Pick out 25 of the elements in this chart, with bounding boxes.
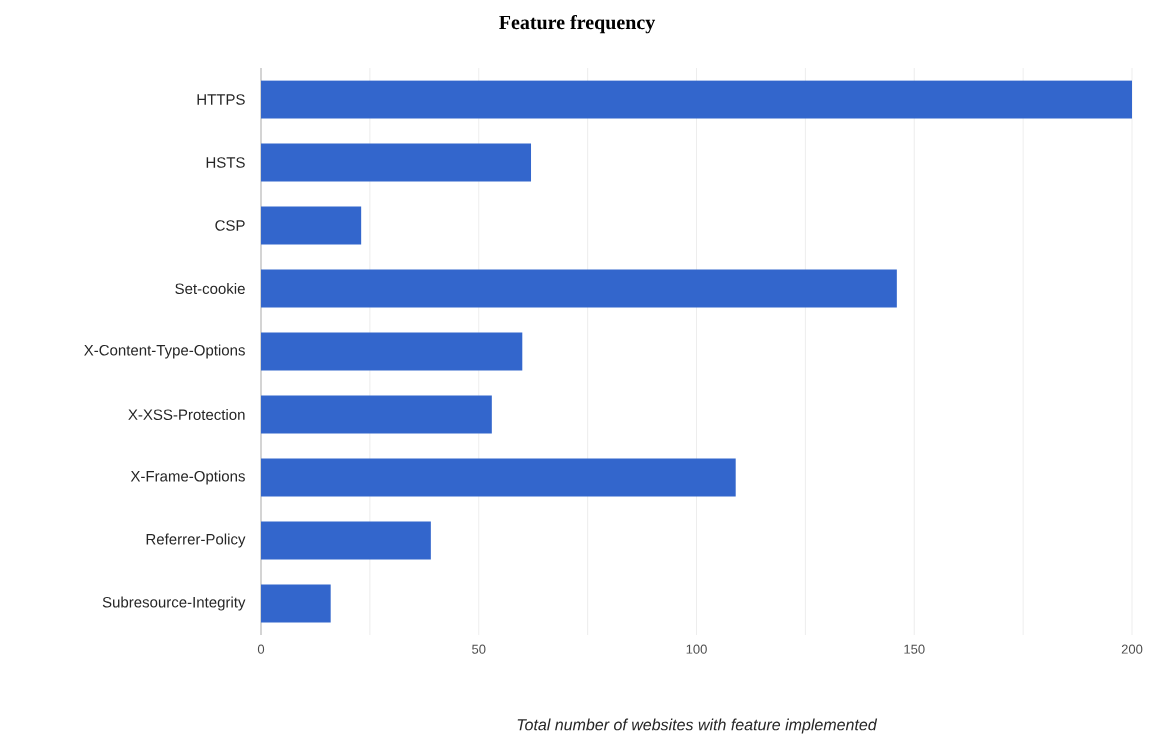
x-tick-label: 0	[257, 644, 265, 654]
y-tick-label: Subresource-Integrity	[102, 596, 246, 611]
x-axis-title: Total number of websites with feature implemented	[517, 718, 878, 734]
y-tick-label: Referrer-Policy	[146, 533, 246, 548]
x-tick-label: 200	[1121, 644, 1143, 654]
x-tick-label: 50	[472, 644, 486, 654]
bar	[261, 584, 331, 623]
bar	[261, 269, 897, 308]
y-tick-label: X-Frame-Options	[130, 470, 245, 485]
y-tick-label: CSP	[215, 220, 245, 231]
y-tick-label: HTTPS	[197, 94, 245, 105]
chart-title: Feature frequency	[499, 14, 656, 34]
bar	[261, 332, 523, 371]
bar	[261, 458, 736, 497]
bar	[261, 80, 1133, 119]
y-tick-label: X-XSS-Protection	[128, 409, 245, 421]
y-tick-label: Set-cookie	[175, 283, 245, 295]
x-tick-label: 150	[904, 644, 925, 654]
bar	[261, 521, 431, 560]
bar	[261, 206, 362, 245]
bar	[261, 143, 532, 182]
y-tick-label: X-Content-Type-Options	[84, 344, 245, 359]
y-tick-label: HSTS	[206, 157, 245, 168]
x-tick-label: 100	[686, 644, 707, 654]
bar	[261, 395, 492, 434]
